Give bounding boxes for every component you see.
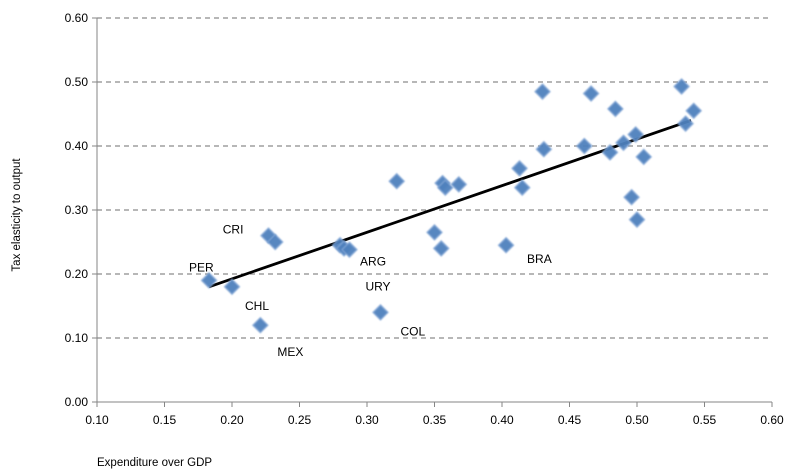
x-tick-label: 0.60: [760, 413, 784, 427]
point-label-arg: ARG: [360, 254, 386, 268]
data-point: [341, 241, 358, 259]
point-label-chl: CHL: [245, 299, 269, 313]
x-tick-label: 0.30: [355, 413, 379, 427]
x-tick-label: 0.45: [558, 413, 582, 427]
x-tick-label: 0.40: [490, 413, 514, 427]
data-point: [615, 134, 632, 152]
data-point: [576, 137, 593, 155]
x-tick-label: 0.20: [220, 413, 244, 427]
x-tick-label: 0.35: [423, 413, 447, 427]
x-tick-label: 0.50: [625, 413, 649, 427]
data-point: [635, 148, 653, 166]
y-tick-label: 0.10: [65, 331, 89, 345]
point-label-cri: CRI: [223, 223, 244, 237]
y-tick-label: 0.40: [65, 139, 89, 153]
x-tick-label: 0.25: [288, 413, 312, 427]
data-point: [252, 316, 269, 334]
data-point: [582, 85, 600, 102]
data-point: [534, 83, 551, 100]
data-point: [266, 233, 284, 251]
data-point: [200, 272, 218, 289]
y-tick-label: 0.00: [65, 395, 89, 409]
data-point: [497, 236, 515, 254]
data-point: [627, 126, 644, 143]
data-points: [200, 78, 703, 334]
data-point: [628, 211, 646, 228]
y-tick-label: 0.20: [65, 267, 89, 281]
data-point: [450, 176, 468, 193]
point-label-bra: BRA: [527, 252, 552, 266]
data-point: [607, 100, 624, 118]
point-label-mex: MEX: [277, 345, 303, 359]
data-point: [372, 304, 389, 321]
x-tick-label: 0.10: [85, 413, 109, 427]
data-point: [513, 179, 531, 196]
point-label-col: COL: [401, 324, 426, 338]
point-label-per: PER: [189, 260, 214, 274]
x-tick-label: 0.55: [693, 413, 717, 427]
data-point: [601, 144, 619, 161]
y-tick-label: 0.60: [65, 11, 89, 25]
x-tick-label: 0.15: [153, 413, 177, 427]
axes: 0.00 0.10 0.20 0.30 0.40 0.50 0.60 0.10 0.15 0.20…: [65, 11, 784, 427]
y-tick-label: 0.50: [65, 75, 89, 89]
data-point: [685, 102, 703, 120]
gridlines: [97, 17, 772, 339]
data-point: [673, 78, 690, 95]
data-point: [432, 240, 450, 257]
x-axis-title: Expenditure over GDP: [97, 457, 212, 469]
data-point: [535, 140, 553, 158]
data-point: [677, 115, 694, 132]
data-point: [426, 224, 443, 241]
data-point: [223, 278, 241, 296]
y-tick-label: 0.30: [65, 203, 89, 217]
point-labels: PER CHL MEX CRI ARG URY COL BRA: [189, 223, 552, 360]
data-point: [388, 172, 406, 190]
data-point: [436, 179, 454, 196]
data-point: [511, 160, 528, 177]
point-label-ury: URY: [365, 280, 390, 294]
y-axis-title: Tax elasticity to output: [11, 158, 23, 272]
data-point: [623, 188, 640, 206]
